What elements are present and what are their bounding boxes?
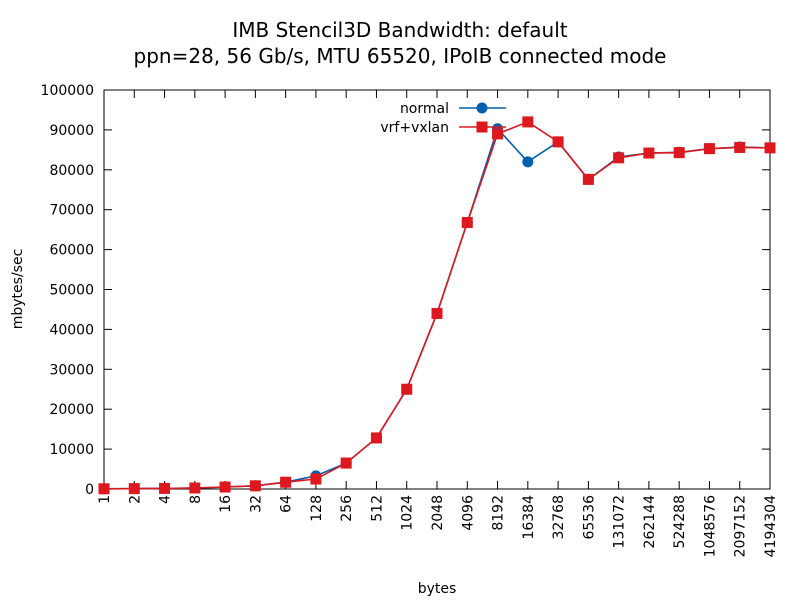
x-tick-label: 8: [188, 495, 204, 504]
x-axis-label: bytes: [418, 581, 457, 597]
x-tick-label: 4096: [460, 495, 476, 531]
data-point: [98, 483, 110, 495]
data-point: [582, 173, 594, 185]
plot-area: [103, 89, 771, 490]
y-tick-label: 60000: [49, 243, 94, 259]
data-point: [189, 482, 201, 494]
legend-label: vrf+vxlan: [380, 120, 449, 136]
legend-label: normal: [400, 101, 449, 117]
y-tick-label: 70000: [49, 203, 94, 219]
y-tick-label: 100000: [41, 83, 94, 99]
x-tick-label: 65536: [581, 495, 597, 540]
data-point: [401, 383, 413, 395]
y-axis-label: mbytes/sec: [10, 249, 26, 330]
x-tick-label: 1024: [400, 495, 416, 531]
data-point: [370, 432, 382, 444]
data-point: [461, 216, 473, 228]
y-tick-label: 50000: [49, 283, 94, 299]
chart-title: IMB Stencil3D Bandwidth: default: [232, 18, 568, 42]
x-tick-label: 262144: [642, 495, 658, 549]
data-point: [128, 483, 140, 495]
x-tick-label: 4194304: [763, 495, 779, 557]
x-tick-label: 64: [279, 495, 295, 513]
data-point: [613, 152, 625, 164]
data-point: [522, 116, 534, 128]
data-point: [219, 481, 231, 493]
data-point: [431, 307, 443, 319]
x-tick-label: 32: [248, 495, 264, 513]
x-tick-label: 2: [127, 495, 143, 504]
series-line: [103, 121, 771, 490]
series-2: [98, 116, 776, 495]
x-tick-label: 16: [218, 495, 234, 513]
legend-marker: [476, 121, 488, 133]
data-point: [552, 136, 564, 148]
y-tick-label: 40000: [49, 322, 94, 338]
data-point: [703, 143, 715, 155]
data-point: [310, 473, 322, 485]
data-point: [643, 147, 655, 159]
data-point: [522, 156, 534, 168]
legend-marker: [476, 102, 488, 114]
y-tick-label: 30000: [49, 362, 94, 378]
x-tick-label: 32768: [551, 495, 567, 540]
data-point: [280, 476, 292, 488]
y-tick-label: 20000: [49, 402, 94, 418]
x-tick-label: 128: [309, 495, 325, 522]
y-tick-label: 90000: [49, 123, 94, 139]
x-tick-label: 256: [339, 495, 355, 522]
x-tick-label: 4: [158, 495, 174, 504]
x-tick-label: 2097152: [733, 495, 749, 557]
data-point: [340, 457, 352, 469]
x-tick-label: 2048: [430, 495, 446, 531]
data-point: [673, 147, 685, 159]
data-point: [734, 141, 746, 153]
x-tick-label: 131072: [612, 495, 628, 548]
x-tick-label: 16384: [521, 495, 537, 540]
x-tick-label: 1: [97, 495, 113, 504]
x-tick-label: 524288: [672, 495, 688, 548]
y-tick-label: 10000: [49, 442, 94, 458]
chart-subtitle: ppn=28, 56 Gb/s, MTU 65520, IPoIB connec…: [133, 44, 667, 68]
data-point: [159, 482, 171, 494]
x-tick-label: 1048576: [702, 495, 718, 557]
x-tick-label: 512: [369, 495, 385, 522]
y-tick-label: 0: [85, 482, 94, 498]
x-tick-label: 8192: [491, 495, 507, 531]
data-point: [764, 142, 776, 154]
data-point: [492, 128, 504, 140]
y-tick-label: 80000: [49, 163, 94, 179]
data-point: [249, 480, 261, 492]
